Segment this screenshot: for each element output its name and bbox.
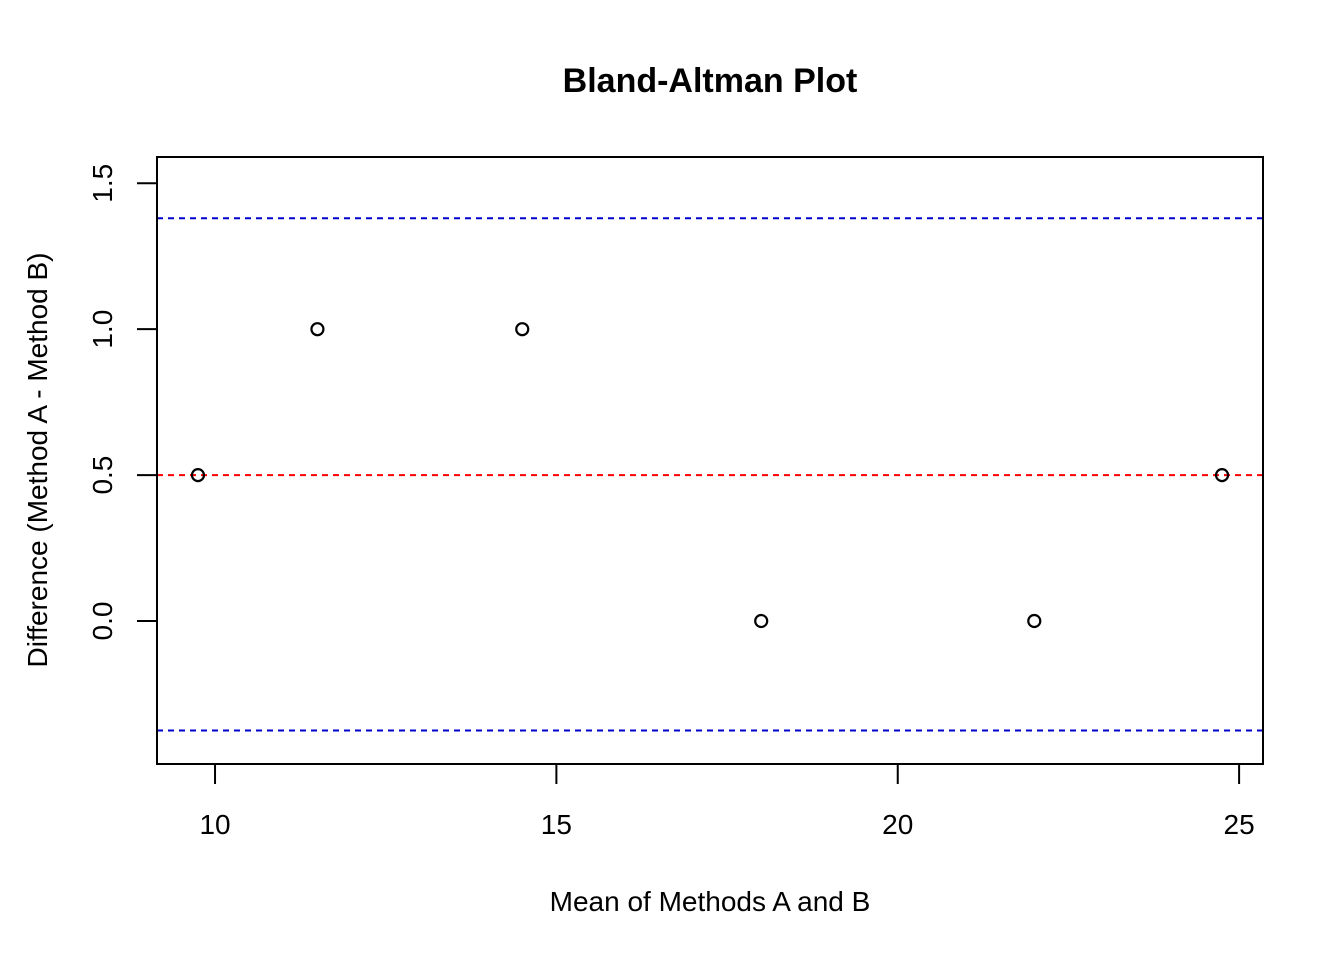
- x-axis: 10 15 20 25: [199, 763, 1255, 840]
- chart-title: Bland-Altman Plot: [563, 62, 858, 100]
- data-point-4: [1027, 613, 1042, 629]
- y-tick-label-3: 1.5: [87, 164, 118, 203]
- x-tick-label-1: 15: [541, 809, 572, 840]
- data-point-5: [1214, 467, 1230, 483]
- plot-frame: [156, 156, 1264, 765]
- data-points: [190, 322, 1230, 629]
- x-tick-label-2: 20: [882, 809, 913, 840]
- data-point-2: [515, 322, 530, 337]
- y-tick-label-1: 0.5: [87, 456, 118, 495]
- data-point-0: [190, 467, 206, 483]
- x-tick-label-0: 10: [199, 809, 230, 840]
- reference-lines: [157, 217, 1263, 732]
- x-axis-label: Mean of Methods A and B: [550, 886, 871, 917]
- y-axis: 0.0 0.5 1.0 1.5: [87, 164, 158, 641]
- y-tick-label-2: 1.0: [87, 310, 118, 349]
- data-point-3: [754, 613, 769, 629]
- y-axis-label: Difference (Method A - Method B): [22, 252, 53, 667]
- y-tick-label-0: 0.0: [87, 602, 118, 641]
- data-point-1: [310, 322, 325, 337]
- x-tick-label-3: 25: [1224, 809, 1255, 840]
